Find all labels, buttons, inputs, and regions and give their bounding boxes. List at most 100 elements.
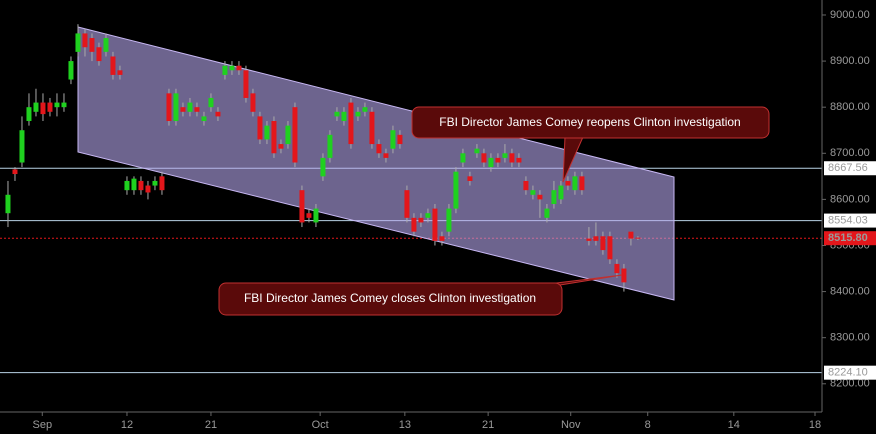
candle-body: [551, 190, 557, 204]
candle-body: [446, 208, 452, 232]
candle-body: [208, 97, 214, 108]
candle-body: [306, 213, 312, 218]
candle-body: [229, 65, 235, 71]
axis-labels: 8200.008300.008400.008500.008600.008700.…: [32, 9, 876, 431]
candle-body: [103, 38, 109, 52]
candle-body: [607, 236, 613, 260]
candle-body: [215, 111, 221, 117]
candle-body: [145, 185, 151, 193]
candle-body: [516, 157, 522, 163]
callout-box: [218, 282, 563, 316]
x-tick-label: Nov: [561, 419, 581, 431]
candle-body: [159, 176, 165, 191]
candles: [5, 24, 641, 292]
candle-body: [299, 190, 305, 223]
candle-body: [404, 190, 410, 218]
candle-body: [453, 171, 459, 209]
candle-body: [362, 107, 368, 112]
candle-body: [264, 125, 270, 140]
candle-body: [411, 217, 417, 232]
candle-body: [180, 107, 186, 112]
level-label: 8667.56: [828, 162, 868, 174]
candle-body: [565, 180, 571, 186]
candle-body: [635, 237, 641, 239]
candle-body: [474, 148, 480, 154]
candle-body: [54, 102, 60, 108]
candle-body: [89, 38, 95, 52]
candle-body: [530, 190, 536, 195]
candle-body: [250, 93, 256, 112]
candle-body: [348, 102, 354, 145]
candle-body: [467, 176, 473, 181]
y-tick-label: 8300.00: [830, 332, 870, 344]
annotation: FBI Director James Comey closes Clinton …: [244, 291, 536, 305]
candle-body: [628, 231, 634, 239]
candle-body: [572, 176, 578, 191]
candle-body: [327, 134, 333, 158]
candle-body: [579, 176, 585, 191]
candle-body: [544, 208, 550, 218]
candle-body: [425, 213, 431, 218]
level-label: 8515.80: [828, 232, 868, 244]
candle-body: [439, 236, 445, 241]
candle-body: [586, 238, 592, 241]
candle-body: [621, 268, 627, 283]
y-tick-label: 8600.00: [830, 193, 870, 205]
candle-body: [110, 56, 116, 75]
annotation: FBI Director James Comey reopens Clinton…: [439, 115, 740, 129]
level-label-box: [824, 231, 876, 246]
y-tick-label: 8700.00: [830, 147, 870, 159]
level-label-box: [824, 161, 876, 176]
candle-body: [320, 157, 326, 177]
level-label: 8554.03: [828, 214, 868, 226]
y-tick-label: 9000.00: [830, 9, 870, 21]
x-tick-label: 18: [809, 419, 821, 431]
candle-body: [40, 102, 46, 115]
candle-body: [26, 107, 32, 122]
candle-body: [292, 107, 298, 163]
candle-body: [75, 33, 81, 52]
candle-body: [5, 194, 11, 214]
candle-body: [418, 217, 424, 223]
candle-body: [537, 194, 543, 200]
candle-body: [341, 111, 347, 122]
candle-body: [376, 144, 382, 154]
y-tick-label: 8400.00: [830, 285, 870, 297]
candle-body: [47, 102, 53, 112]
candle-body: [152, 180, 158, 186]
x-tick-label: 14: [728, 419, 740, 431]
candle-body: [509, 153, 515, 163]
candle-body: [201, 116, 207, 122]
x-tick-label: Sep: [32, 419, 52, 431]
candle-body: [285, 125, 291, 145]
candle-body: [257, 116, 263, 140]
candle-body: [614, 263, 620, 274]
candle-body: [334, 111, 340, 117]
candle-body: [33, 102, 39, 112]
candle-body: [131, 178, 137, 191]
x-tick-label: 8: [645, 419, 651, 431]
x-tick-label: Oct: [312, 419, 329, 431]
candle-body: [355, 111, 361, 117]
candle-body: [495, 157, 501, 163]
candle-body: [369, 111, 375, 145]
x-tick-label: 21: [482, 419, 494, 431]
candle-body: [96, 47, 102, 62]
candle-body: [222, 65, 228, 75]
candle-body: [68, 61, 74, 80]
callout-box: [411, 106, 770, 139]
candle-body: [82, 33, 88, 48]
candle-body: [593, 236, 599, 241]
candle-body: [488, 157, 494, 168]
candle-body: [278, 144, 284, 149]
candle-body: [61, 102, 67, 108]
candle-body: [313, 208, 319, 223]
x-tick-label: 13: [399, 419, 411, 431]
candle-body: [124, 180, 130, 191]
candle-body: [397, 134, 403, 145]
level-label: 8224.10: [828, 367, 868, 379]
candle-body: [187, 102, 193, 112]
candle-body: [390, 130, 396, 149]
candle-body: [558, 185, 564, 200]
